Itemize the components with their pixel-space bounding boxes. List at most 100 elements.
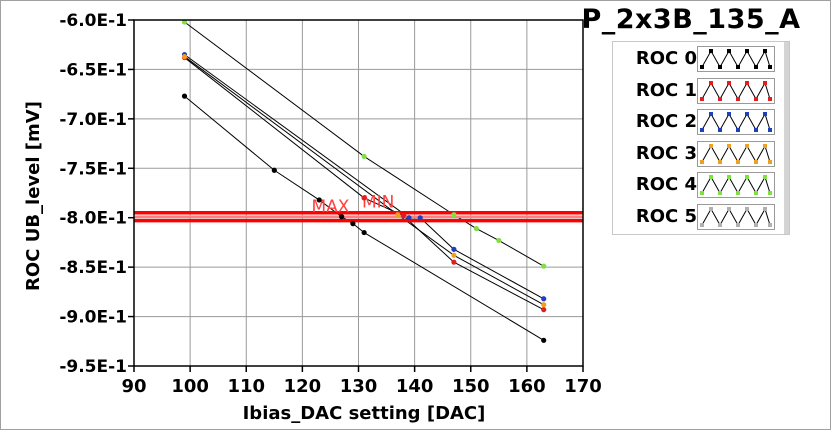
x-tick-label-5: 140 [396,376,434,397]
series-0-segment-5 [363,232,544,341]
legend-swatch-marker [763,206,767,211]
legend-item-roc-0: ROC 0 [613,46,783,74]
legend-swatch-marker [768,191,772,195]
legend: ROC 0 ROC 1 ROC 2 ROC 3 ROC 4 ROC 5 [612,41,790,235]
legend-swatch-line [701,112,771,132]
series-3-segment-0 [184,56,399,216]
series-2-point-2 [417,215,423,221]
legend-swatch-marker [727,175,731,179]
legend-swatch-graphic [700,175,772,195]
y-tick-label-0: -6.0E-1 [59,11,127,31]
legend-swatch-marker [700,191,704,195]
series-0-segment-0 [184,95,275,171]
legend-swatch-marker [718,222,722,227]
series-1-point-4 [541,307,547,313]
legend-swatch-graphic [700,206,772,227]
y-tick-label-5: -8.5E-1 [59,258,127,278]
legend-swatch-marker [700,128,704,132]
legend-swatch [697,172,775,198]
legend-swatch-marker [745,175,749,179]
legend-swatch [697,203,775,230]
legend-swatch-graphic [700,49,772,69]
legend-swatch-line [701,81,771,100]
legend-swatch-marker [736,191,740,195]
legend-swatch-marker [745,206,749,211]
legend-swatch-line [701,207,771,226]
series-points [181,19,547,343]
x-tick-label-2: 110 [227,376,265,397]
legend-swatch-marker [768,128,772,132]
legend-swatch-graphic [700,112,772,132]
series-4-point-4 [496,237,502,244]
series-3-point-0 [181,53,188,60]
x-axis-label: Ibias_DAC setting [DAC] [243,403,486,424]
legend-swatch-marker [763,49,767,53]
legend-swatch-marker [700,159,704,164]
legend-swatch-marker [718,128,722,132]
axes: 90 100 110 120 130 140 150 160 170 -6.0E-1 -6.5E-1… [59,11,601,397]
series-2-point-3 [451,246,457,252]
legend-swatch-marker [727,80,731,85]
series-0-point-6 [541,337,547,343]
legend-item-roc-4: ROC 4 [613,172,783,200]
legend-swatch-marker [700,65,704,69]
legend-swatch-marker [727,49,731,53]
x-tick-label-1: 100 [171,376,209,397]
series-4-segment-3 [476,228,500,241]
legend-swatch-marker [745,80,749,85]
legend-swatch-marker [709,80,713,85]
series-2-point-4 [541,296,547,302]
legend-swatch-marker [754,96,758,101]
series-3-point-3 [541,302,547,308]
legend-swatch-graphic [700,80,772,101]
legend-swatch-marker [763,112,767,116]
series-1-point-1 [361,195,367,201]
legend-item-roc-3: ROC 3 [613,140,783,169]
y-axis-label: ROC UB_level [mV] [23,101,44,291]
legend-swatch-marker [718,65,722,69]
legend-swatch-marker [709,175,713,179]
legend-label: ROC 3 [635,142,697,164]
legend-swatch-marker [700,222,704,227]
y-tick-label-1: -6.5E-1 [59,60,127,80]
legend-swatch [697,77,775,104]
series-4-segment-4 [498,240,544,267]
x-tick-label-3: 120 [284,376,322,397]
y-tick-label-3: -7.5E-1 [59,159,127,179]
legend-label: ROC 0 [635,48,697,69]
legend-swatch [697,46,775,72]
legend-swatch-marker [736,65,740,69]
x-tick-label-8: 170 [564,376,602,397]
legend-swatch-marker [709,206,713,211]
x-tick-label-7: 160 [508,376,546,397]
legend-swatch-marker [763,80,767,85]
legend-swatch-marker [718,191,722,195]
legend-swatch-marker [768,222,772,227]
legend-swatch-marker [745,112,749,116]
series-4-point-5 [541,263,547,269]
series-4-point-3 [473,225,479,232]
legend-swatch-marker [718,96,722,101]
x-tick-label-6: 150 [452,376,490,397]
series-2-segment-2 [419,217,455,250]
legend-label: ROC 1 [635,79,697,101]
y-tick-label-6: -9.0E-1 [59,308,127,328]
legend-swatch-marker [745,143,749,148]
legend-swatch-marker [709,112,713,116]
x-tick-label-0: 90 [121,376,146,397]
limit-lines: MAX MIN [134,193,583,223]
series-4-segment-0 [184,21,365,157]
series-1-segment-2 [403,215,455,263]
legend-swatch-marker [718,159,722,164]
series-0-point-4 [350,221,356,227]
legend-label: ROC 5 [635,205,697,227]
legend-swatch-marker [754,159,758,164]
legend-swatch-marker [736,128,740,132]
legend-item-roc-5: ROC 5 [613,203,783,232]
legend-swatch-marker [745,49,749,53]
legend-swatch-marker [709,143,713,148]
series-3-point-2 [451,252,457,258]
legend-swatch-marker [768,159,772,164]
y-tick-label-2: -7.0E-1 [59,110,127,130]
